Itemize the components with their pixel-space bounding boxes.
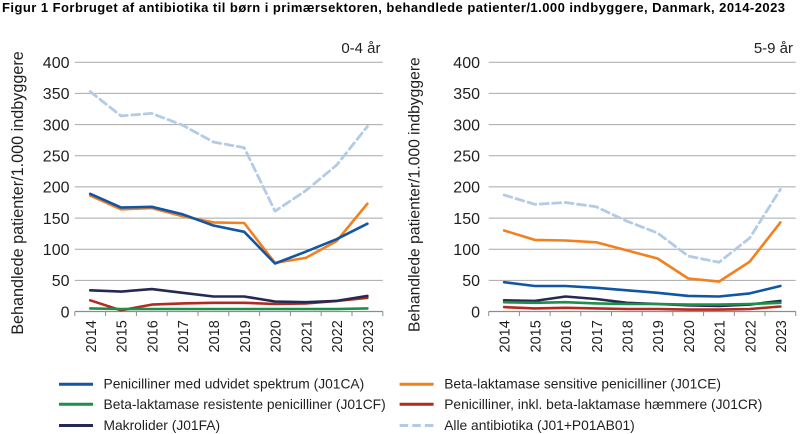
svg-text:0: 0	[61, 304, 70, 321]
svg-text:100: 100	[43, 242, 70, 259]
svg-text:300: 300	[43, 117, 70, 134]
svg-text:2016: 2016	[559, 320, 575, 352]
svg-text:2020: 2020	[269, 320, 285, 352]
svg-text:Behandlede patienter/1.000 ind: Behandlede patienter/1.000 indbyggere	[407, 57, 424, 332]
svg-text:Makrolider (J01FA): Makrolider (J01FA)	[104, 418, 221, 433]
svg-text:150: 150	[453, 211, 480, 228]
svg-text:250: 250	[453, 149, 480, 166]
svg-text:2016: 2016	[145, 320, 161, 352]
svg-text:2014: 2014	[84, 320, 100, 352]
svg-text:2021: 2021	[299, 320, 315, 352]
svg-text:2017: 2017	[590, 320, 606, 352]
svg-text:50: 50	[52, 273, 70, 290]
svg-text:350: 350	[43, 86, 70, 103]
svg-text:2018: 2018	[207, 320, 223, 352]
svg-text:Beta-laktamase sensitive penic: Beta-laktamase sensitive penicilliner (J…	[444, 377, 721, 392]
svg-text:2015: 2015	[528, 320, 544, 352]
svg-text:350: 350	[453, 86, 480, 103]
svg-text:2019: 2019	[238, 320, 254, 352]
svg-text:Penicilliner med udvidet spekt: Penicilliner med udvidet spektrum (J01CA…	[104, 377, 365, 392]
svg-text:2022: 2022	[743, 320, 759, 352]
svg-text:400: 400	[453, 55, 480, 72]
svg-text:300: 300	[453, 117, 480, 134]
svg-text:200: 200	[43, 180, 70, 197]
svg-text:Penicilliner, inkl. beta-lakta: Penicilliner, inkl. beta-laktamase hæmme…	[444, 397, 762, 412]
svg-text:2017: 2017	[176, 320, 192, 352]
svg-text:50: 50	[462, 273, 480, 290]
svg-text:Figur 1 Forbruget af antibioti: Figur 1 Forbruget af antibiotika til bør…	[2, 0, 785, 15]
svg-text:2019: 2019	[651, 320, 667, 352]
svg-text:2015: 2015	[115, 320, 131, 352]
svg-text:Beta-laktamase resistente peni: Beta-laktamase resistente penicilliner (…	[104, 397, 386, 412]
svg-text:250: 250	[43, 149, 70, 166]
svg-text:400: 400	[43, 55, 70, 72]
svg-text:Behandlede patienter/1.000 ind: Behandlede patienter/1.000 indbyggere	[9, 51, 27, 335]
svg-text:100: 100	[453, 242, 480, 259]
svg-text:2014: 2014	[498, 320, 514, 352]
svg-text:Alle antibiotika (J01+P01AB01): Alle antibiotika (J01+P01AB01)	[444, 418, 635, 433]
svg-text:200: 200	[453, 180, 480, 197]
svg-text:150: 150	[43, 211, 70, 228]
svg-text:2023: 2023	[361, 320, 377, 352]
svg-text:2021: 2021	[713, 320, 729, 352]
svg-text:0-4 år: 0-4 år	[341, 40, 380, 57]
svg-text:2023: 2023	[774, 320, 790, 352]
svg-text:5-9 år: 5-9 år	[754, 40, 793, 57]
svg-text:2022: 2022	[330, 320, 346, 352]
svg-text:0: 0	[471, 304, 480, 321]
svg-text:2020: 2020	[682, 320, 698, 352]
svg-text:2018: 2018	[621, 320, 637, 352]
